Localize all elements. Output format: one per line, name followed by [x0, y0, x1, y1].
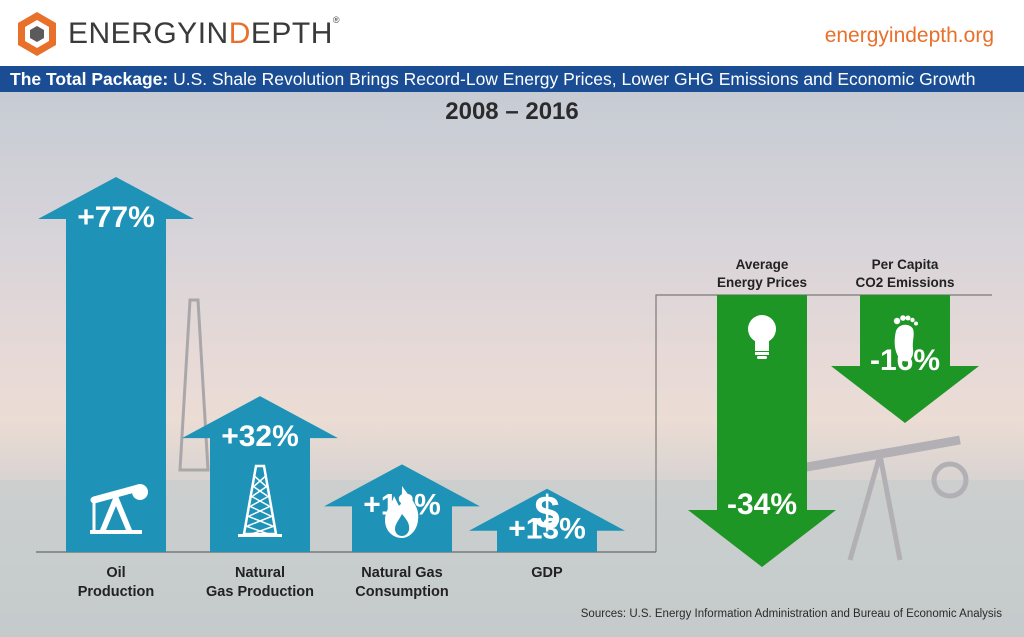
- up-arrow: [469, 488, 625, 552]
- logo-icon: [18, 12, 56, 56]
- pumpjack-beam: [789, 435, 961, 475]
- derrick-silhouette: [178, 298, 210, 472]
- title-banner: The Total Package: U.S. Shale Revolution…: [0, 66, 1024, 92]
- flame-icon: [385, 486, 419, 538]
- category-label-gdp: GDP: [531, 565, 563, 581]
- category-label-average-energy-prices: Average Energy Prices: [716, 257, 808, 290]
- sources-note: Sources: U.S. Energy Information Adminis…: [580, 608, 1002, 620]
- dollar-icon: $: [534, 486, 560, 538]
- pumpjack-leg: [847, 454, 883, 561]
- site-url[interactable]: energyindepth.org: [824, 24, 994, 47]
- background-scene: [0, 298, 1024, 637]
- drilling-rig-icon: [238, 464, 282, 537]
- category-label-natural-gas-production: Natural Gas Production: [206, 565, 314, 600]
- bar-average-energy-prices: -34%: [688, 295, 836, 567]
- bar-gdp: +13%$: [469, 486, 625, 552]
- value-label: +13%: [508, 513, 586, 546]
- banner-lead: The Total Package:: [10, 69, 169, 89]
- bar-oil-production: +77%: [38, 177, 194, 552]
- footprint-icon: [893, 315, 918, 362]
- pumpjack-icon: [90, 484, 148, 534]
- value-label: -34%: [727, 488, 797, 521]
- header: ENERGYINDEPTH® energyindepth.org: [0, 0, 1024, 66]
- ground: [0, 480, 1024, 637]
- up-arrow: [182, 396, 338, 552]
- down-arrow: [688, 295, 836, 567]
- bar-natural-gas-production: +32%: [182, 396, 338, 552]
- pumpjack-leg: [877, 454, 903, 561]
- svg-text:$: $: [534, 486, 560, 538]
- pumpjack-wheel: [931, 461, 969, 499]
- lightbulb-icon: [748, 315, 776, 359]
- value-label: +32%: [221, 420, 299, 453]
- bar-natural-gas-consumption: +18%: [324, 464, 480, 552]
- category-label-natural-gas-consumption: Natural Gas Consumption: [355, 565, 449, 600]
- bar-per-capita-co2-emissions: -16%: [831, 295, 979, 423]
- up-arrow: [38, 177, 194, 552]
- chart-title: 2008 – 2016: [445, 98, 579, 125]
- category-label-per-capita-co2-emissions: Per Capita CO2 Emissions: [855, 257, 955, 290]
- value-label: +77%: [77, 201, 155, 234]
- banner-text: U.S. Shale Revolution Brings Record-Low …: [168, 69, 976, 89]
- category-label-oil-production: Oil Production: [77, 565, 155, 600]
- logo-text: ENERGYINDEPTH®: [68, 15, 341, 50]
